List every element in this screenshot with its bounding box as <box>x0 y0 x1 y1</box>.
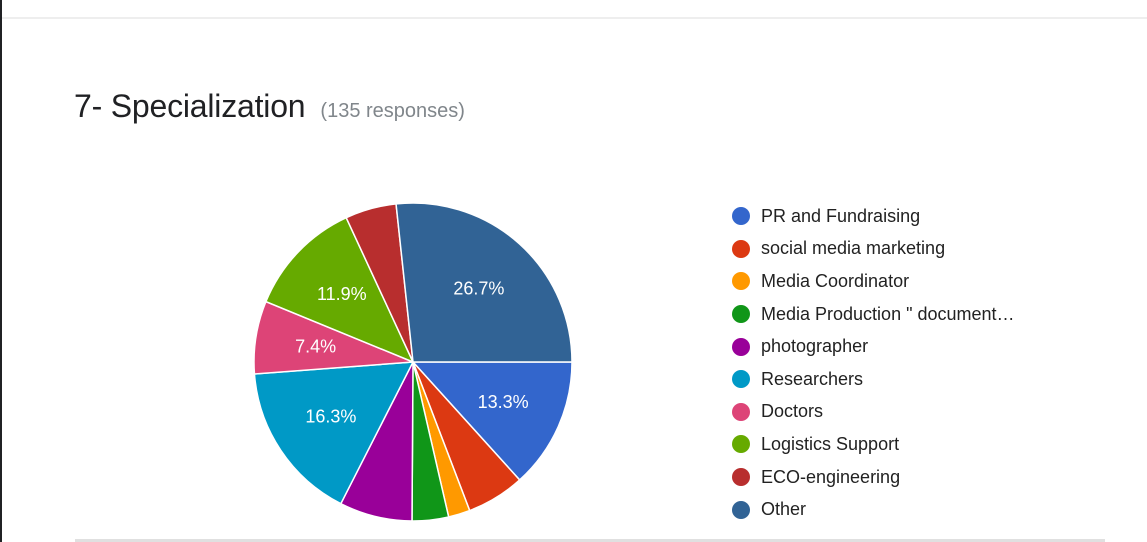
legend-color-dot-icon <box>732 468 750 487</box>
legend-item[interactable]: Other <box>732 493 1015 526</box>
legend-color-dot-icon <box>732 402 750 421</box>
slice-percentage-label: 26.7% <box>453 279 504 299</box>
legend-item[interactable]: Media Production " document… <box>732 298 1015 331</box>
question-title: 7- Specialization <box>74 88 306 124</box>
legend-label: social media marketing <box>761 238 946 259</box>
legend-color-dot-icon <box>732 272 750 291</box>
legend-item[interactable]: ECO-engineering <box>732 461 1015 494</box>
legend-color-dot-icon <box>732 207 750 226</box>
legend-color-dot-icon <box>732 239 750 258</box>
legend-item[interactable]: PR and Fundraising <box>732 200 1015 233</box>
legend-label: photographer <box>761 336 869 357</box>
legend-color-dot-icon <box>732 337 750 356</box>
window-left-edge <box>0 0 2 542</box>
legend-color-dot-icon <box>732 305 750 324</box>
legend-color-dot-icon <box>732 500 750 519</box>
responses-count: (135 responses) <box>320 100 465 122</box>
legend-label: Media Coordinator <box>761 270 910 291</box>
pie-slice[interactable] <box>264 216 415 364</box>
legend-item[interactable]: Logistics Support <box>732 428 1015 461</box>
legend-item[interactable]: Researchers <box>732 363 1015 396</box>
top-divider <box>2 17 1147 19</box>
slice-percentage-label: 13.3% <box>478 392 529 412</box>
legend-color-dot-icon <box>732 435 750 454</box>
question-header: 7- Specialization (135 responses) <box>74 88 465 125</box>
chart-legend: PR and Fundraising social media marketing… <box>732 200 1015 526</box>
legend-label: ECO-engineering <box>761 466 901 487</box>
legend-label: Logistics Support <box>761 433 900 454</box>
legend-item[interactable]: photographer <box>732 330 1015 363</box>
pie-slice[interactable] <box>253 361 415 505</box>
slice-percentage-label: 16.3% <box>305 407 356 427</box>
legend-item[interactable]: social media marketing <box>732 233 1015 266</box>
slice-percentage-label: 7.4% <box>295 337 336 357</box>
legend-label: Doctors <box>761 401 824 422</box>
slice-percentage-label: 11.9% <box>317 284 367 304</box>
legend-label: Media Production " document… <box>761 303 1015 324</box>
legend-item[interactable]: Doctors <box>732 396 1015 429</box>
pie-slice[interactable] <box>411 361 573 481</box>
legend-color-dot-icon <box>732 370 750 389</box>
legend-label: Researchers <box>761 368 864 389</box>
pie-slice[interactable] <box>395 202 573 363</box>
bottom-divider <box>75 539 1105 542</box>
legend-item[interactable]: Media Coordinator <box>732 265 1015 298</box>
legend-label: PR and Fundraising <box>761 205 921 226</box>
legend-label: Other <box>761 499 807 520</box>
